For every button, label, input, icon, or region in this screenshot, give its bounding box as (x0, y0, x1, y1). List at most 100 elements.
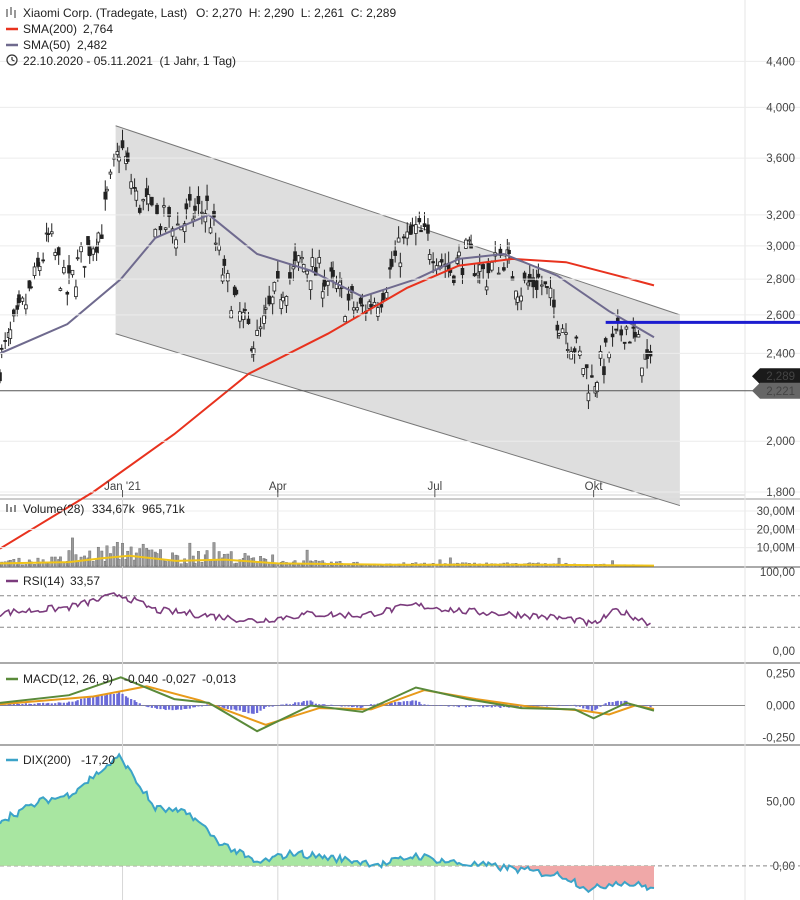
candle-body (246, 318, 251, 325)
volume-bar (183, 558, 187, 567)
candle-body (584, 364, 589, 369)
candle-body (408, 225, 413, 235)
volume-bar (297, 564, 300, 567)
macd-histogram-bar (456, 705, 459, 707)
volume-bar (271, 554, 275, 567)
sma50-legend-label[interactable]: SMA(50) (23, 38, 70, 52)
macd-histogram-bar (293, 702, 297, 706)
macd-histogram-bar (38, 703, 41, 706)
macd-histogram-bar (314, 703, 317, 706)
chart-type-icon[interactable] (6, 7, 16, 18)
rsi-legend-label[interactable]: RSI(14) (23, 574, 64, 588)
volume-bar (46, 563, 50, 567)
candle-body (53, 252, 58, 256)
candle-body (82, 265, 87, 268)
macd-histogram-bar (306, 700, 309, 706)
macd-histogram-bar (105, 694, 109, 706)
volume-legend-label[interactable]: Volume(28) (23, 502, 84, 516)
candle-body (281, 296, 285, 302)
macd-legend-label[interactable]: MACD(12, 26, 9) (23, 672, 113, 686)
macd-legend-value-hist: -0,013 (202, 672, 236, 686)
macd-histogram-bar (423, 704, 426, 706)
macd-histogram-bar (16, 703, 19, 706)
macd-histogram-bar (12, 703, 15, 706)
macd-histogram-bar (544, 705, 547, 706)
macd-histogram-bar (17, 703, 21, 706)
macd-histogram-bar (497, 705, 500, 707)
macd-histogram-bar (138, 703, 141, 706)
last-price-tag: 2,289 (766, 371, 795, 383)
candle-body (262, 315, 266, 324)
macd-histogram-bar (590, 705, 593, 712)
macd-histogram-bar (47, 702, 50, 706)
macd-histogram-bar (369, 704, 373, 706)
candle-body (398, 262, 403, 268)
macd-histogram-bar (197, 705, 200, 707)
candle-body (396, 237, 401, 243)
macd-histogram-bar (570, 704, 573, 706)
volume-tick-label: 30,00M (757, 506, 795, 518)
candle-body (540, 284, 544, 287)
candle-body (46, 233, 51, 236)
candle-body (134, 190, 139, 201)
macd-legend-value-signal: -0,027 (162, 672, 196, 686)
dix-negative-area (0, 865, 654, 892)
macd-histogram-bar (171, 705, 174, 711)
candle-body (251, 348, 256, 355)
macd-histogram-bar (204, 705, 207, 706)
candle-body (225, 273, 230, 282)
volume-bar (184, 563, 188, 567)
candle-body (3, 340, 7, 342)
candle-body (0, 372, 2, 382)
macd-histogram-bar (575, 705, 578, 707)
candle-body (49, 231, 54, 235)
volume-legend: Volume(28) 334,67k 965,71k (6, 502, 186, 516)
sma200-legend-label[interactable]: SMA(200) (23, 22, 77, 36)
macd-histogram-bar (604, 703, 607, 706)
candle-body (531, 277, 536, 288)
macd-histogram-bar (264, 705, 267, 707)
macd-legend: MACD(12, 26, 9) -0,040 -0,027 -0,013 (6, 672, 236, 686)
candle-body (129, 181, 133, 189)
candle-body (389, 259, 394, 267)
volume-bar (209, 559, 212, 567)
candle-body (574, 336, 579, 339)
volume-average-line (0, 554, 655, 567)
price-axis: 4,400 4,000 3,600 3,200 3,000 2,800 2,600 2,400… (0, 56, 800, 499)
volume-bar (438, 559, 442, 567)
candle-body (167, 207, 171, 217)
macd-histogram-bar (361, 705, 364, 708)
macd-histogram-bar (57, 702, 60, 706)
macd-histogram-bar (285, 703, 288, 706)
macd-histogram-bar (59, 702, 62, 706)
volume-bar (141, 543, 145, 567)
volume-bar (238, 559, 242, 567)
macd-histogram-bar (155, 705, 159, 709)
macd-histogram-bar (183, 705, 186, 709)
candle-body (24, 304, 28, 310)
dix-legend-label[interactable]: DIX(200) (23, 753, 71, 767)
candle-body (41, 259, 45, 262)
candle-body (146, 194, 151, 205)
macd-histogram-bar (66, 702, 69, 706)
candle-body (288, 272, 292, 279)
candle-body (602, 366, 606, 376)
macd-histogram-bar (478, 705, 481, 707)
macd-histogram-bar (262, 705, 266, 709)
candle-body (70, 269, 75, 276)
candle-body (476, 272, 480, 276)
macd-histogram-bar (326, 705, 329, 706)
macd-histogram-bar (162, 705, 166, 709)
macd-histogram-bar (168, 705, 171, 710)
macd-histogram-bar (418, 701, 421, 706)
macd-histogram-bar (233, 705, 236, 710)
macd-histogram-bar (124, 696, 128, 706)
candle-body (419, 229, 423, 233)
volume-bar (212, 542, 216, 567)
macd-histogram-bar (444, 705, 447, 706)
candle-body (188, 194, 192, 201)
macd-histogram-bar (142, 705, 145, 706)
macd-histogram-bar (373, 704, 376, 706)
macd-histogram-bar (487, 705, 490, 707)
